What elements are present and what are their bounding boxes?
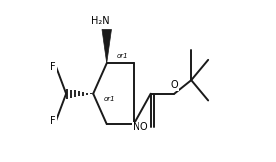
Text: or1: or1 bbox=[117, 53, 129, 59]
Text: H₂N: H₂N bbox=[91, 16, 109, 26]
Text: N: N bbox=[133, 122, 140, 133]
Text: O: O bbox=[139, 122, 147, 133]
Text: F: F bbox=[51, 116, 56, 126]
Polygon shape bbox=[102, 29, 112, 63]
Text: O: O bbox=[171, 80, 178, 90]
Text: or1: or1 bbox=[103, 96, 115, 102]
Text: F: F bbox=[51, 62, 56, 72]
